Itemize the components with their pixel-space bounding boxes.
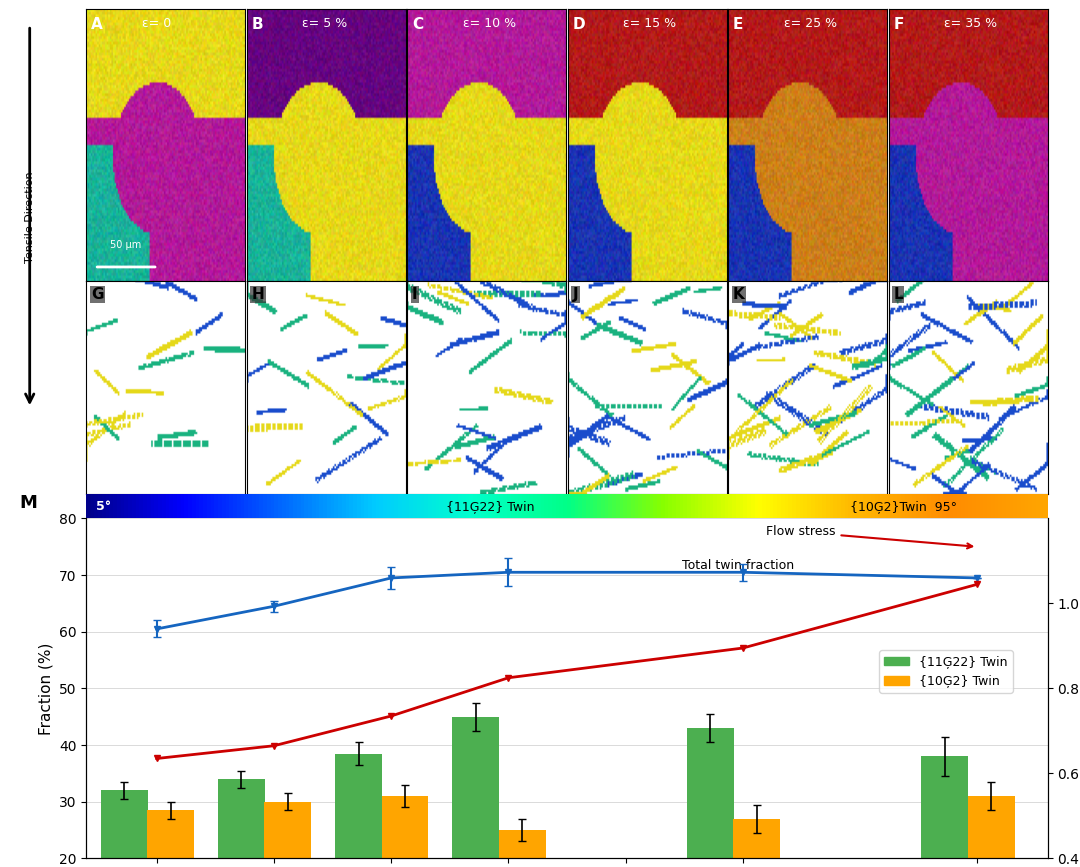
Bar: [218, 779, 265, 858]
Text: {11Ģ22} Twin: {11Ģ22} Twin: [446, 500, 535, 512]
Text: H: H: [252, 287, 265, 302]
Text: D: D: [572, 16, 585, 32]
Text: {10Ģ2}Twin  95°: {10Ģ2}Twin 95°: [850, 500, 957, 512]
Bar: [499, 830, 545, 858]
Text: C: C: [413, 16, 423, 32]
Bar: [147, 810, 194, 858]
Text: ε= 10 %: ε= 10 %: [463, 16, 516, 29]
Text: G: G: [91, 287, 104, 302]
Legend: {11Ģ22} Twin, {10Ģ2} Twin: {11Ģ22} Twin, {10Ģ2} Twin: [879, 650, 1013, 693]
Text: I: I: [413, 287, 418, 302]
Y-axis label: Fraction (%): Fraction (%): [39, 642, 54, 734]
Text: Flow stress: Flow stress: [767, 525, 972, 549]
Text: M: M: [19, 493, 37, 512]
Bar: [733, 818, 780, 858]
Bar: [921, 756, 968, 858]
Text: ε= 5 %: ε= 5 %: [302, 16, 348, 29]
Text: 5°: 5°: [96, 500, 111, 512]
Text: K: K: [733, 287, 745, 302]
Text: 50 μm: 50 μm: [110, 240, 141, 250]
Text: F: F: [893, 16, 904, 32]
Bar: [335, 753, 382, 858]
Bar: [265, 802, 311, 858]
Bar: [100, 791, 148, 858]
Bar: [687, 728, 733, 858]
Text: Tensile Direction: Tensile Direction: [25, 171, 35, 263]
Text: ε= 15 %: ε= 15 %: [623, 16, 676, 29]
Bar: [381, 796, 429, 858]
Text: ε= 35 %: ε= 35 %: [944, 16, 998, 29]
Text: L: L: [893, 287, 903, 302]
Text: Total twin fraction: Total twin fraction: [683, 559, 795, 572]
Text: ε= 0: ε= 0: [141, 16, 172, 29]
Text: ε= 25 %: ε= 25 %: [784, 16, 837, 29]
Text: A: A: [91, 16, 103, 32]
Text: E: E: [733, 16, 743, 32]
Text: B: B: [252, 16, 264, 32]
Bar: [453, 717, 499, 858]
Bar: [968, 796, 1014, 858]
Text: J: J: [572, 287, 578, 302]
